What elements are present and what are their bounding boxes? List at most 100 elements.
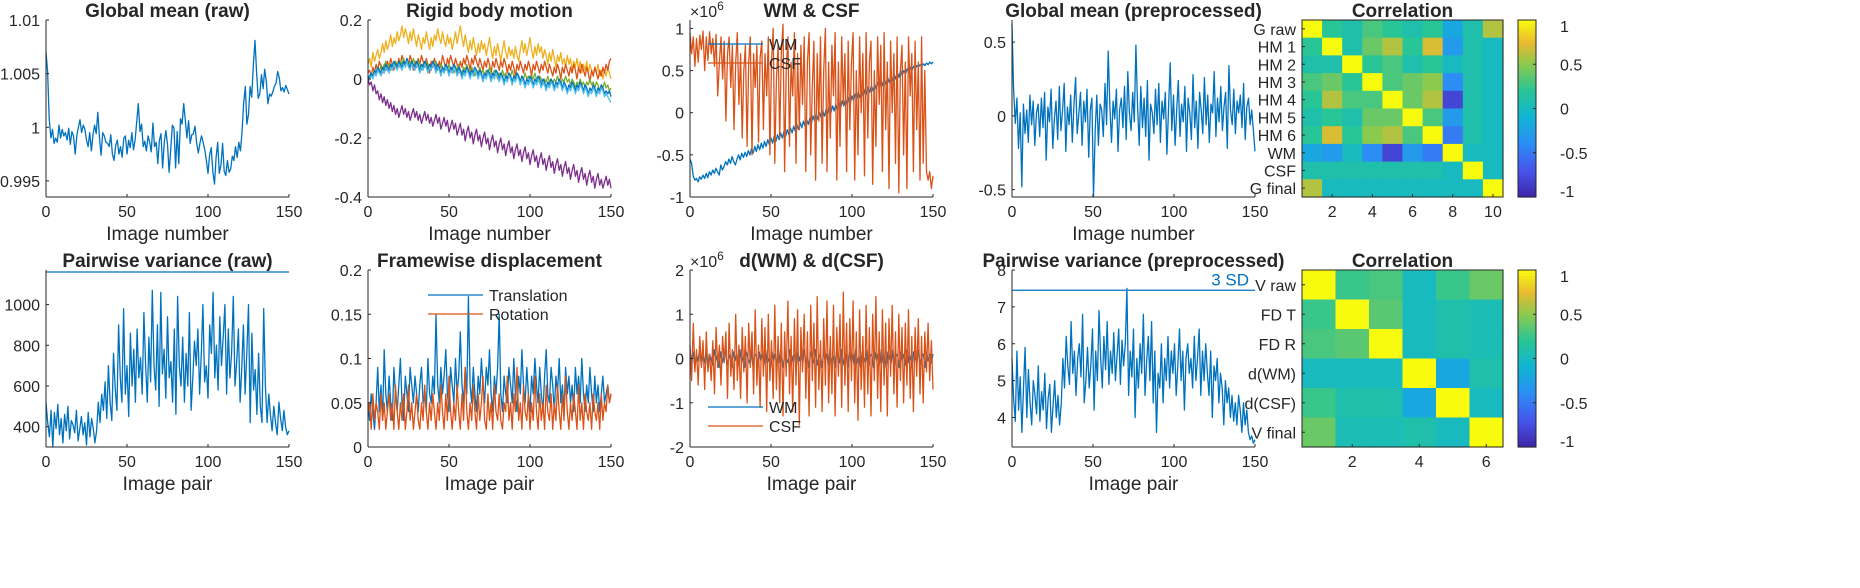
heatmap-cell xyxy=(1422,20,1444,39)
x-tick-label: 6 xyxy=(1408,204,1417,221)
y-tick-label: 4 xyxy=(997,411,1006,428)
x-tick-label: 100 xyxy=(517,204,544,221)
colorbar-segment xyxy=(1518,278,1536,283)
y-tick-label: 0.2 xyxy=(340,13,362,30)
heatmap-row-label: FD R xyxy=(1259,337,1296,354)
colorbar-segment xyxy=(1518,358,1536,363)
heatmap-cell xyxy=(1482,20,1504,39)
axis-exponent-power: 6 xyxy=(717,249,724,263)
heatmap-cell xyxy=(1342,37,1363,56)
y-tick-label: 0.5 xyxy=(984,35,1006,52)
heatmap-row-label: FD T xyxy=(1261,307,1296,324)
colorbar-segment xyxy=(1518,331,1536,336)
colorbar-segment xyxy=(1518,108,1536,113)
heatmap-cell xyxy=(1402,37,1424,56)
colorbar-segment xyxy=(1518,84,1536,89)
x-tick-label: 50 xyxy=(118,204,136,221)
y-tick-label: 1 xyxy=(675,307,684,324)
heatmap-cell xyxy=(1436,417,1471,448)
colorbar-tick-label: -1 xyxy=(1560,434,1574,451)
colorbar-segment xyxy=(1518,117,1536,121)
heatmap-cell xyxy=(1462,126,1484,145)
x-axis-label: Image number xyxy=(428,224,551,245)
y-tick-label: -0.4 xyxy=(334,190,362,207)
colorbar-segment xyxy=(1518,388,1536,392)
heatmap-cell xyxy=(1342,73,1363,92)
colorbar-segment xyxy=(1518,287,1536,292)
y-tick-label: 1 xyxy=(31,120,40,137)
heatmap-cell xyxy=(1369,388,1404,419)
heatmap-cell xyxy=(1442,55,1464,74)
y-tick-label: -0.5 xyxy=(978,183,1006,200)
heatmap-cell xyxy=(1369,358,1404,389)
x-tick-label: 50 xyxy=(1084,454,1102,471)
heatmap-cell xyxy=(1302,270,1337,301)
chart-panel-2: 0 50 100 150 -1 -0.5 0 0.5 1 WM & CSF Image number… xyxy=(656,0,946,245)
colorbar-segment xyxy=(1518,317,1536,321)
colorbar-tick-label: 0 xyxy=(1560,352,1569,369)
heatmap-cell xyxy=(1322,179,1343,198)
x-tick-label: 0 xyxy=(1008,204,1017,221)
y-tick-label: -1 xyxy=(670,190,684,207)
colorbar-segment xyxy=(1518,99,1536,104)
colorbar-segment xyxy=(1518,143,1536,148)
colorbar-segment xyxy=(1518,37,1536,42)
axis-exponent-power: 6 xyxy=(717,0,724,13)
x-tick-label: 150 xyxy=(276,454,303,471)
heatmap-cell xyxy=(1369,270,1404,301)
heatmap-cell xyxy=(1362,55,1383,74)
chart-panel-0: 0 50 100 150 0.995 1 1.005 1.01 Global mean (raw… xyxy=(0,1,302,245)
series-line-0-0 xyxy=(45,39,290,185)
colorbar-segment xyxy=(1518,379,1536,383)
heatmap-cell xyxy=(1342,161,1363,180)
colorbar-segment xyxy=(1518,135,1536,139)
colorbar-segment xyxy=(1518,376,1536,380)
heatmap-cell xyxy=(1422,161,1444,180)
heatmap-cell xyxy=(1382,179,1404,198)
heatmap-cell xyxy=(1322,73,1343,92)
x-tick-label: 0 xyxy=(42,204,51,221)
heatmap-cell xyxy=(1422,37,1444,56)
legend-label: WM xyxy=(769,400,797,417)
heatmap-cell xyxy=(1369,329,1404,360)
colorbar-segment xyxy=(1518,382,1536,386)
y-tick-label: -1 xyxy=(670,396,684,413)
colorbar-segment xyxy=(1518,329,1536,333)
colorbar-segment xyxy=(1518,352,1536,357)
series-line-3-0 xyxy=(1011,24,1256,198)
colorbar-segment xyxy=(1518,343,1536,348)
heatmap-cell xyxy=(1335,388,1370,419)
heatmap-cell xyxy=(1302,108,1323,127)
series-line-5-0 xyxy=(45,289,290,448)
colorbar-segment xyxy=(1518,399,1536,404)
colorbar-segment xyxy=(1518,129,1536,133)
colorbar-segment xyxy=(1518,158,1536,163)
heatmap-cell xyxy=(1322,108,1343,127)
x-tick-label: 0 xyxy=(42,454,51,471)
heatmap-cell xyxy=(1402,179,1424,198)
colorbar-segment xyxy=(1518,367,1536,371)
colorbar-segment xyxy=(1518,305,1536,309)
y-tick-label: 1.01 xyxy=(9,13,40,30)
chart-panel-5: 0 50 100 150 400 600 800 1000 Pairwise variance … xyxy=(4,251,302,495)
colorbar-segment xyxy=(1518,337,1536,342)
y-tick-label: 0 xyxy=(997,109,1006,126)
heatmap-cell xyxy=(1302,299,1337,330)
heatmap-cell xyxy=(1362,108,1383,127)
heatmap-cell xyxy=(1482,37,1504,56)
series-line-6-1 xyxy=(367,366,612,430)
y-tick-label: 7 xyxy=(997,300,1006,317)
heatmap-row-label: HM 1 xyxy=(1258,40,1296,57)
x-tick-label: 0 xyxy=(364,454,373,471)
x-tick-label: 50 xyxy=(762,204,780,221)
heatmap-cell xyxy=(1382,143,1404,163)
y-tick-label: -0.2 xyxy=(334,131,362,148)
heatmap-cell xyxy=(1362,126,1383,145)
y-tick-label: 400 xyxy=(13,420,40,437)
heatmap-cell xyxy=(1382,37,1404,56)
heatmap-cell xyxy=(1422,179,1444,198)
y-tick-label: -0.5 xyxy=(656,148,684,165)
heatmap-cell xyxy=(1422,55,1444,74)
heatmap-cell xyxy=(1302,20,1323,39)
heatmap-cell xyxy=(1322,55,1343,74)
